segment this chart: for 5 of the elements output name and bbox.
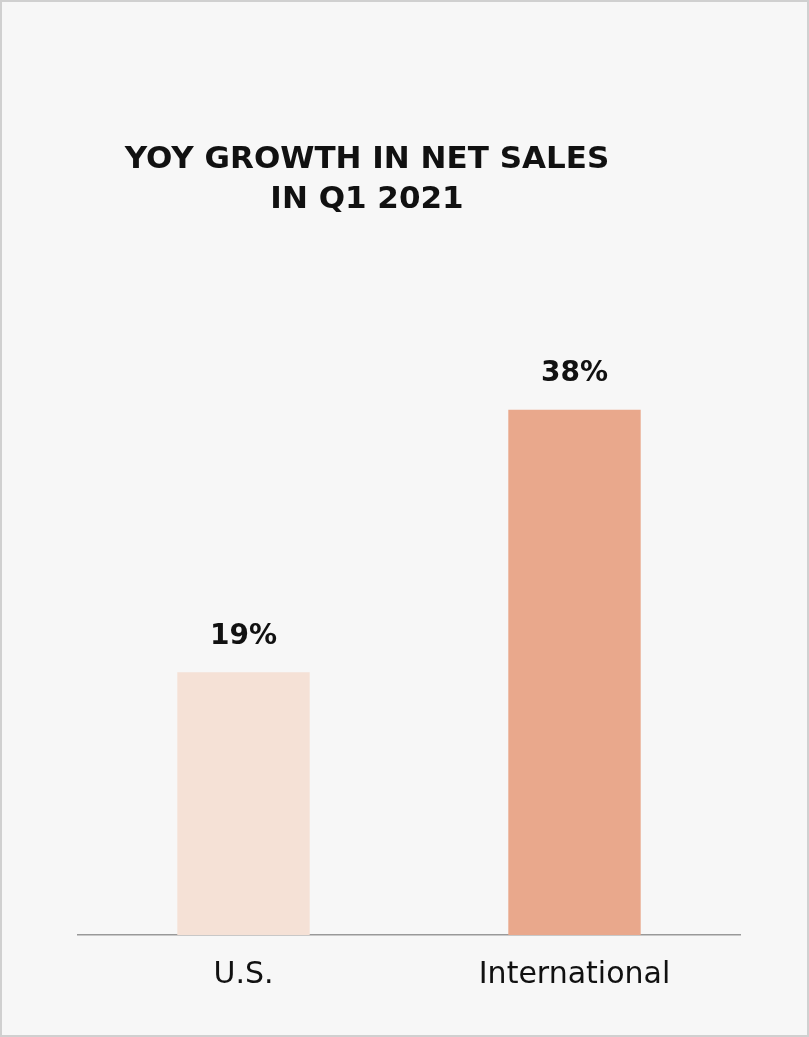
x-tick-label: U.S.	[213, 954, 274, 990]
chart-title: YOY GROWTH IN NET SALES IN Q1 2021	[123, 138, 611, 217]
data-label: 19%	[209, 617, 278, 651]
x-tick-label: International	[478, 954, 671, 990]
data-label: 38%	[540, 354, 609, 388]
